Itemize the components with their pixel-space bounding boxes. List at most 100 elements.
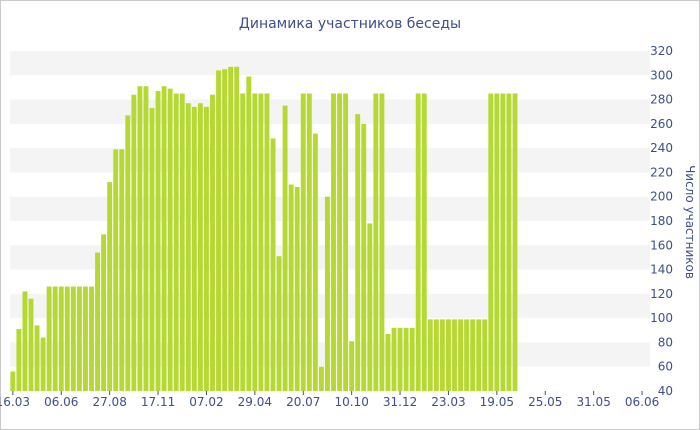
x-tick-label: 23.03 (431, 395, 465, 409)
x-tick-label: 06.06 (44, 395, 78, 409)
y-tick-label: 160 (650, 238, 673, 252)
bar (379, 93, 385, 391)
bar (373, 93, 379, 391)
bar (446, 319, 451, 391)
bar (234, 66, 240, 391)
bar (349, 341, 355, 391)
bar (397, 327, 403, 391)
x-tick-label: 07.02 (189, 395, 223, 409)
y-tick-label: 260 (650, 117, 673, 131)
bar (288, 184, 294, 391)
y-tick-label: 60 (658, 360, 673, 374)
bar (185, 103, 191, 392)
x-tick-label: 20.07 (286, 395, 320, 409)
bar (240, 93, 246, 391)
y-tick-label: 320 (650, 44, 673, 58)
bar (46, 286, 52, 391)
x-tick-label: 16.03 (0, 395, 30, 409)
y-tick-label: 140 (650, 263, 673, 277)
bar (222, 69, 228, 392)
y-tick-label: 300 (650, 68, 673, 82)
bar (52, 286, 58, 391)
bar (385, 333, 391, 391)
bar (464, 319, 470, 391)
grid-band (10, 99, 650, 124)
bar (137, 86, 143, 392)
grid-band (10, 148, 650, 173)
bar (119, 149, 125, 391)
bar (355, 114, 361, 391)
bar (131, 94, 137, 392)
y-tick-label: 220 (650, 165, 673, 179)
bar (125, 115, 131, 392)
x-tick-label: 31.05 (576, 395, 610, 409)
bar (270, 138, 276, 391)
bar (294, 187, 300, 391)
bar (452, 319, 457, 391)
bar (264, 93, 270, 391)
x-tick-label: 17.11 (141, 395, 175, 409)
chart-title: Динамика участников беседы (239, 16, 461, 32)
y-tick-label: 120 (650, 287, 673, 301)
bar (433, 319, 439, 391)
y-tick-label: 280 (650, 93, 673, 107)
bar (191, 106, 197, 392)
bar (500, 93, 506, 391)
y-axis-ticks: 40 60 80 100 120 140 160 180 200 220 240 260 280 300 3… (650, 44, 673, 398)
grid-band (10, 196, 650, 221)
bar (34, 325, 40, 391)
x-tick-label: 27.08 (92, 395, 126, 409)
bar (210, 94, 215, 392)
bar (403, 327, 409, 391)
y-tick-label: 240 (650, 141, 673, 155)
y-tick-label: 180 (650, 214, 673, 228)
bar (367, 223, 373, 391)
bar (470, 319, 476, 391)
bar (149, 108, 155, 391)
bar (113, 149, 119, 391)
bar (101, 234, 107, 391)
bar (512, 93, 518, 391)
grid-band (10, 51, 650, 76)
bar (76, 286, 82, 391)
bar (197, 103, 203, 392)
bar (306, 93, 312, 391)
bar (482, 319, 488, 391)
bar (107, 182, 113, 391)
x-tick-label: 31.12 (383, 395, 417, 409)
bar (439, 319, 445, 391)
bar (16, 329, 22, 391)
x-tick-label: 29.04 (238, 395, 272, 409)
bar (276, 256, 282, 391)
bar (204, 106, 209, 392)
y-tick-label: 200 (650, 190, 673, 204)
y-tick-label: 100 (650, 311, 673, 325)
bar (40, 337, 46, 391)
bar (246, 76, 252, 391)
x-tick-label: 06.06 (625, 395, 659, 409)
bar (155, 91, 161, 391)
x-tick-label: 19.05 (480, 395, 514, 409)
bar (331, 93, 336, 391)
x-tick-label: 25.05 (528, 395, 562, 409)
bar (312, 133, 318, 391)
bar (179, 93, 185, 391)
bar (89, 286, 94, 391)
bar (494, 93, 500, 391)
bar (10, 371, 16, 391)
bars (10, 66, 518, 392)
bar (427, 319, 433, 391)
bar (161, 86, 167, 392)
bar (228, 66, 234, 391)
bar (95, 252, 100, 391)
bar (143, 86, 149, 392)
bar (22, 291, 28, 391)
bar (488, 93, 494, 391)
bar (173, 93, 179, 391)
bar (421, 93, 427, 391)
bar (83, 286, 88, 391)
bar (64, 286, 70, 391)
bar (343, 93, 349, 391)
y-tick-label: 40 (658, 384, 673, 398)
